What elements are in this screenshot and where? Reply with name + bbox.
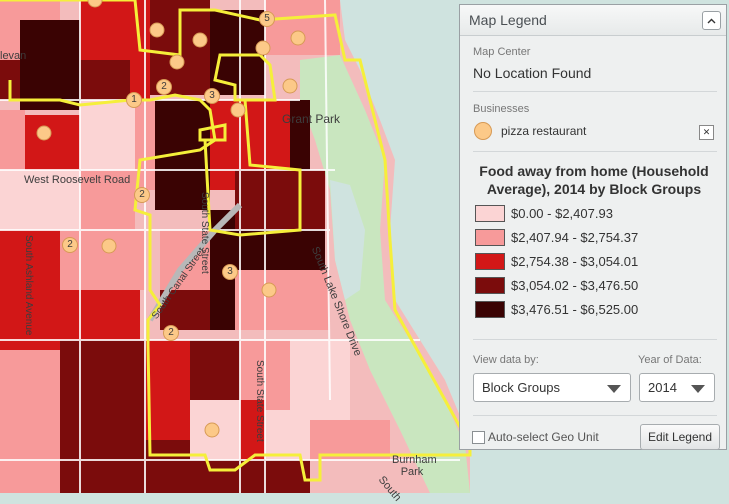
legend-title-line1: Food away from home (Household (479, 163, 709, 179)
map-label-grant-park: Grant Park (282, 112, 341, 126)
collapse-button[interactable] (702, 11, 721, 30)
map-label-levan: levan (0, 50, 27, 62)
legend-swatch (475, 228, 505, 246)
divider (473, 339, 717, 340)
map-center-label: Map Center (473, 46, 531, 58)
street-grid (0, 0, 460, 493)
businesses-label: Businesses (473, 103, 530, 115)
view-data-value: Block Groups (482, 380, 561, 395)
legend-title-line2: Average), 2014 by Block Groups (486, 181, 702, 197)
legend-class-label: $3,054.02 - $3,476.50 (511, 277, 639, 293)
map-center-value: No Location Found (473, 65, 592, 81)
legend-class-row: $2,407.94 - $2,754.37 (475, 228, 638, 246)
view-data-label: View data by: (473, 354, 539, 366)
year-select[interactable]: 2014 (639, 373, 715, 402)
legend-class-row: $3,476.51 - $6,525.00 (475, 300, 638, 318)
divider (473, 415, 717, 416)
legend-class-row: $0.00 - $2,407.93 (475, 204, 613, 222)
legend-class-row: $2,754.38 - $3,054.01 (475, 252, 638, 270)
harbor-water (330, 180, 365, 300)
legend-swatch (475, 276, 505, 294)
legend-panel-title: Map Legend (469, 12, 547, 28)
legend-swatch (475, 204, 505, 222)
caret-down-icon (691, 385, 705, 393)
cluster-marker[interactable]: 3 (222, 264, 238, 280)
divider (473, 151, 717, 152)
geo-boundary (0, 0, 472, 482)
map-legend-panel: Map Legend Map Center No Location Found … (459, 4, 727, 450)
business-markers[interactable] (36, 0, 306, 438)
auto-select-checkbox[interactable] (472, 431, 485, 444)
year-label: Year of Data: (638, 354, 702, 366)
legend-class-label: $2,407.94 - $2,754.37 (511, 229, 639, 245)
cluster-marker[interactable]: 5 (259, 11, 275, 27)
legend-swatch (475, 300, 505, 318)
auto-select-label: Auto-select Geo Unit (488, 430, 599, 444)
cluster-marker[interactable]: 3 (204, 88, 220, 104)
lakefront-park (300, 55, 470, 493)
remove-business-button[interactable]: ✕ (699, 125, 714, 140)
business-item-label: pizza restaurant (501, 124, 587, 138)
cluster-marker[interactable]: 2 (156, 79, 172, 95)
map-label-west-roosevelt: West Roosevelt Road (24, 174, 131, 186)
divider (473, 91, 717, 92)
cluster-marker[interactable]: 2 (134, 187, 150, 203)
legend-class-label: $2,754.38 - $3,054.01 (511, 253, 639, 269)
cluster-marker[interactable]: 2 (163, 325, 179, 341)
legend-class-label: $0.00 - $2,407.93 (511, 205, 613, 221)
map-label-south-ashland: South Ashland Avenue (23, 235, 34, 336)
expressway (147, 202, 243, 322)
legend-class-row: $3,054.02 - $3,476.50 (475, 276, 638, 294)
pizza-marker-icon (474, 122, 492, 140)
edit-legend-button[interactable]: Edit Legend (639, 424, 720, 450)
geo-boundary-inner (198, 53, 302, 237)
legend-header: Map Legend (460, 5, 726, 36)
cluster-marker[interactable]: 2 (62, 237, 78, 253)
chevron-up-icon (707, 18, 716, 23)
legend-class-label: $3,476.51 - $6,525.00 (511, 301, 639, 317)
legend-swatch (475, 252, 505, 270)
year-value: 2014 (648, 380, 677, 395)
map-label-south-state-2: South State Street (254, 360, 265, 442)
caret-down-icon (607, 385, 621, 393)
view-data-select[interactable]: Block Groups (473, 373, 631, 402)
map-label-burnham-park: Burnham Park (392, 454, 437, 478)
cluster-marker[interactable]: 1 (126, 92, 142, 108)
